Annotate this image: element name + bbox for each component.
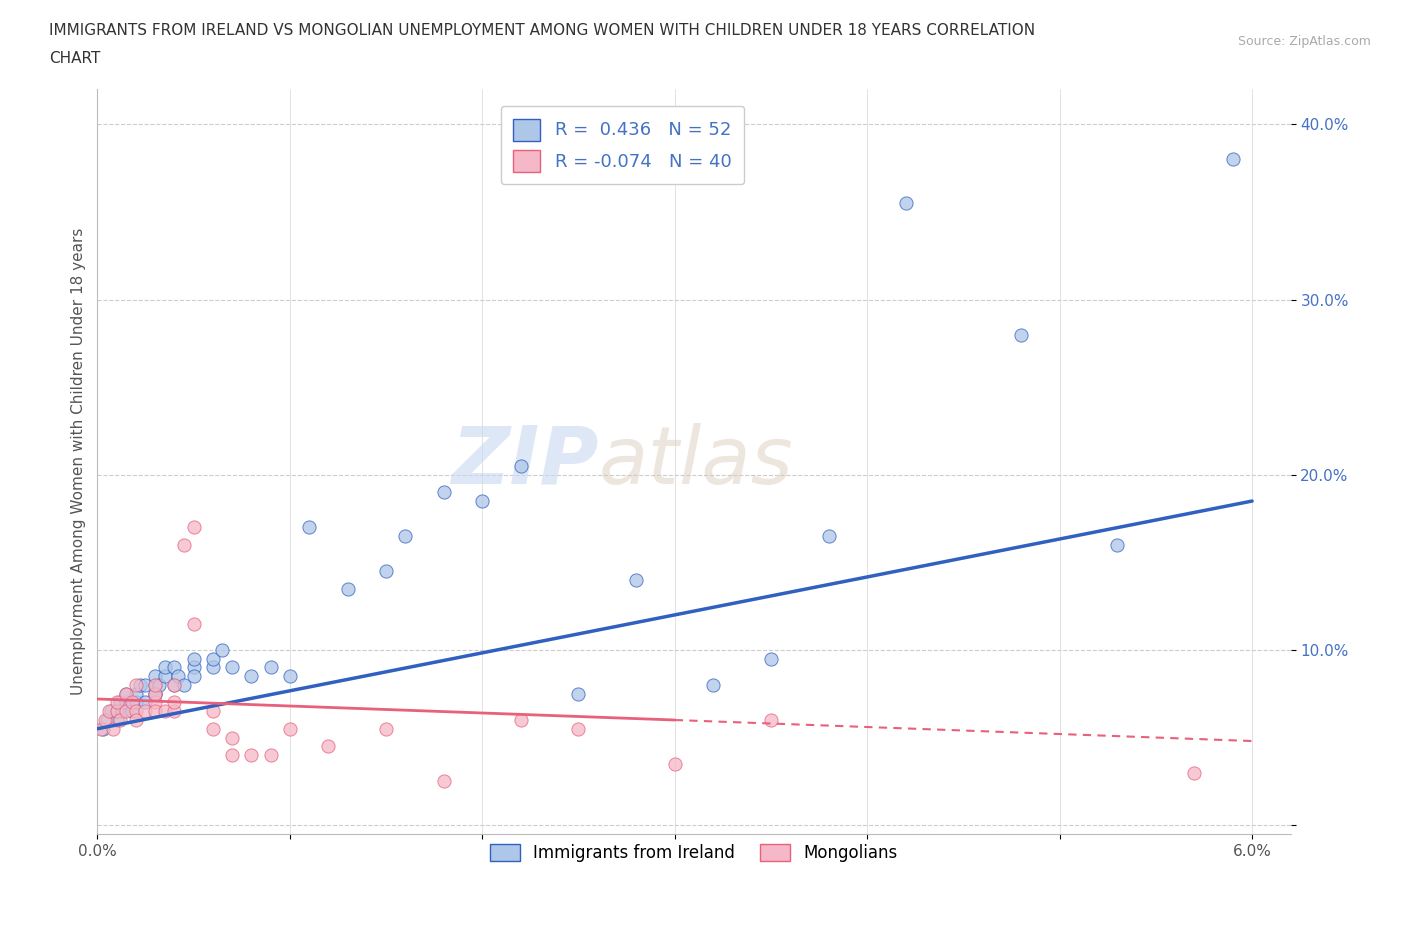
Point	[90, 722, 112, 737]
Point	[1010, 327, 1032, 342]
Point	[221, 660, 243, 675]
Point	[105, 712, 128, 727]
Point	[111, 704, 134, 719]
Point	[143, 686, 166, 701]
Point	[336, 581, 359, 596]
Point	[702, 678, 724, 693]
Point	[163, 678, 186, 693]
Point	[173, 538, 195, 552]
Point	[110, 712, 132, 727]
Point	[101, 722, 124, 737]
Point	[125, 695, 148, 710]
Y-axis label: Unemployment Among Women with Children Under 18 years: Unemployment Among Women with Children U…	[72, 228, 86, 696]
Point	[125, 678, 148, 693]
Point	[433, 485, 456, 499]
Point	[183, 651, 205, 666]
Point	[167, 669, 190, 684]
Text: ZIP: ZIP	[451, 422, 599, 500]
Legend: Immigrants from Ireland, Mongolians: Immigrants from Ireland, Mongolians	[482, 835, 907, 870]
Point	[94, 712, 117, 727]
Point	[153, 704, 176, 719]
Point	[105, 704, 128, 719]
Point	[134, 678, 156, 693]
Point	[201, 651, 224, 666]
Point	[125, 686, 148, 701]
Point	[1222, 152, 1244, 166]
Point	[163, 660, 186, 675]
Text: Source: ZipAtlas.com: Source: ZipAtlas.com	[1237, 35, 1371, 48]
Point	[471, 494, 494, 509]
Point	[134, 695, 156, 710]
Point	[100, 704, 122, 719]
Point	[125, 704, 148, 719]
Point	[183, 669, 205, 684]
Point	[173, 678, 195, 693]
Point	[201, 704, 224, 719]
Point	[201, 722, 224, 737]
Point	[143, 704, 166, 719]
Point	[318, 738, 340, 753]
Point	[143, 695, 166, 710]
Point	[759, 651, 782, 666]
Point	[221, 730, 243, 745]
Text: atlas: atlas	[599, 422, 793, 500]
Point	[115, 686, 138, 701]
Point	[91, 722, 114, 737]
Point	[115, 695, 138, 710]
Point	[183, 520, 205, 535]
Point	[183, 617, 205, 631]
Point	[278, 669, 301, 684]
Point	[148, 678, 170, 693]
Point	[128, 678, 150, 693]
Point	[153, 660, 176, 675]
Point	[97, 704, 120, 719]
Point	[894, 196, 917, 211]
Point	[221, 748, 243, 763]
Point	[509, 458, 531, 473]
Point	[96, 712, 118, 727]
Point	[567, 686, 589, 701]
Point	[278, 722, 301, 737]
Point	[664, 756, 686, 771]
Point	[1107, 538, 1129, 552]
Point	[1182, 765, 1205, 780]
Point	[259, 660, 281, 675]
Point	[125, 712, 148, 727]
Point	[183, 660, 205, 675]
Point	[240, 669, 263, 684]
Point	[110, 695, 132, 710]
Point	[143, 678, 166, 693]
Point	[105, 704, 128, 719]
Point	[817, 528, 839, 543]
Point	[143, 678, 166, 693]
Point	[259, 748, 281, 763]
Point	[567, 722, 589, 737]
Point	[759, 712, 782, 727]
Point	[163, 695, 186, 710]
Point	[143, 686, 166, 701]
Text: IMMIGRANTS FROM IRELAND VS MONGOLIAN UNEMPLOYMENT AMONG WOMEN WITH CHILDREN UNDE: IMMIGRANTS FROM IRELAND VS MONGOLIAN UNE…	[49, 23, 1035, 38]
Text: CHART: CHART	[49, 51, 101, 66]
Point	[433, 774, 456, 789]
Point	[143, 669, 166, 684]
Point	[509, 712, 531, 727]
Point	[143, 686, 166, 701]
Point	[115, 686, 138, 701]
Point	[163, 704, 186, 719]
Point	[134, 704, 156, 719]
Point	[375, 722, 398, 737]
Point	[240, 748, 263, 763]
Point	[626, 573, 648, 588]
Point	[105, 695, 128, 710]
Point	[201, 660, 224, 675]
Point	[375, 564, 398, 578]
Point	[121, 704, 143, 719]
Point	[153, 669, 176, 684]
Point	[121, 695, 143, 710]
Point	[394, 528, 416, 543]
Point	[298, 520, 321, 535]
Point	[211, 643, 233, 658]
Point	[163, 678, 186, 693]
Point	[115, 704, 138, 719]
